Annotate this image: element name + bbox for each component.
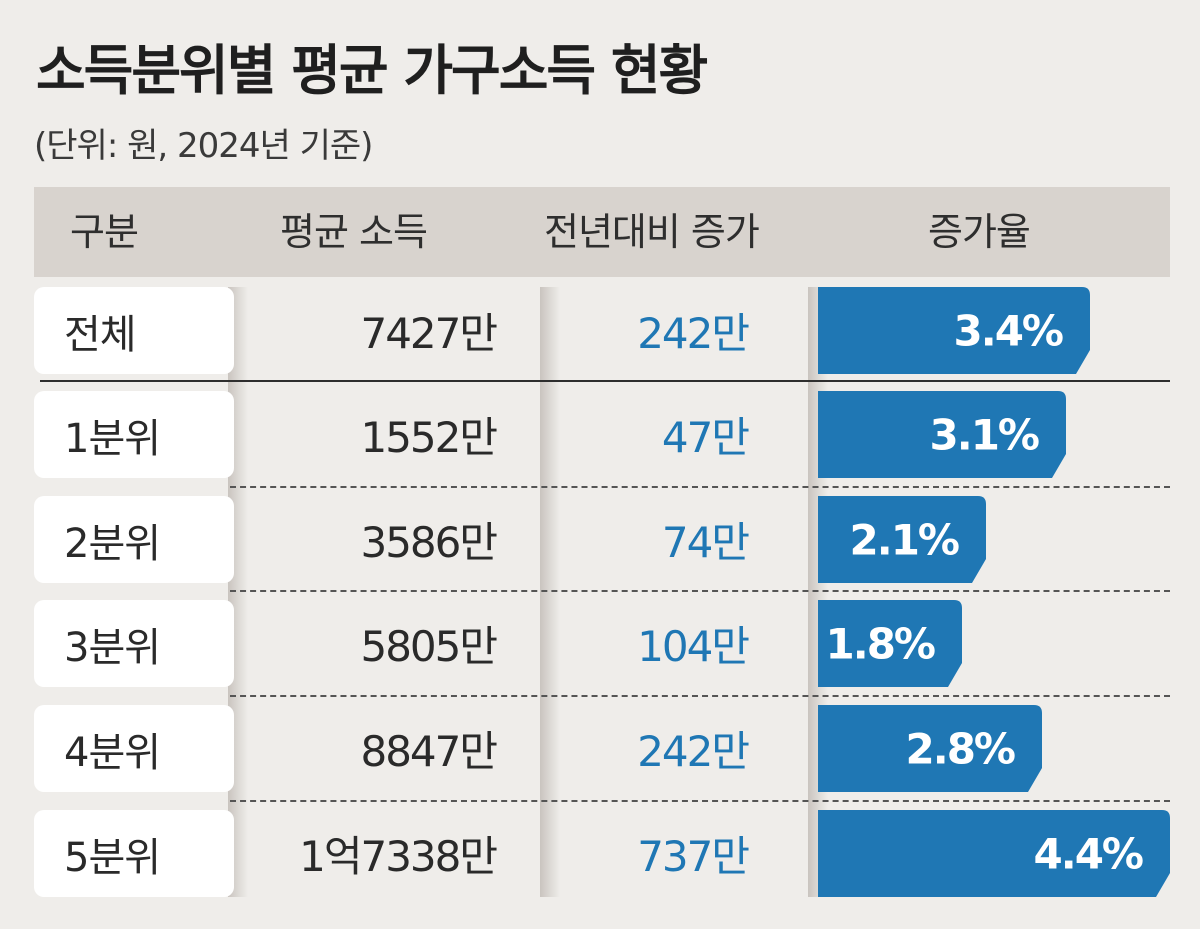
table-header: 구분 평균 소득 전년대비 증가 증가율 <box>34 187 1170 277</box>
rate-label: 3.4% <box>954 307 1063 356</box>
rate-bar <box>818 705 1042 792</box>
row-separator <box>230 695 1170 697</box>
rate-label: 2.8% <box>906 725 1015 774</box>
rate-bar <box>818 600 962 687</box>
row-separator <box>230 486 1170 488</box>
row-label: 1분위 <box>34 391 234 478</box>
income-value: 5805만 <box>360 622 498 671</box>
header-income: 평균 소득 <box>280 210 428 254</box>
rate-bar <box>818 391 1066 478</box>
income-value: 8847만 <box>360 727 498 776</box>
row-label: 2분위 <box>34 496 234 583</box>
increase-value: 242만 <box>637 727 750 776</box>
increase-value: 47만 <box>661 413 750 462</box>
chart-subtitle: (단위: 원, 2024년 기준) <box>34 126 373 166</box>
rate-label: 3.1% <box>930 411 1039 460</box>
row-separator <box>230 800 1170 802</box>
row-label: 4분위 <box>34 705 234 792</box>
rate-bar <box>818 496 986 583</box>
increase-value: 74만 <box>661 518 750 567</box>
income-value: 3586만 <box>360 518 498 567</box>
total-separator <box>40 380 1170 382</box>
income-value: 1억7338만 <box>299 832 498 881</box>
row-label: 5분위 <box>34 810 234 897</box>
row-label: 3분위 <box>34 600 234 687</box>
rate-bar <box>818 810 1170 897</box>
income-value: 7427만 <box>360 309 498 358</box>
increase-value: 737만 <box>637 832 750 881</box>
income-value: 1552만 <box>360 413 498 462</box>
row-label: 전체 <box>34 287 234 374</box>
rate-label: 2.1% <box>850 516 959 565</box>
increase-value: 242만 <box>637 309 750 358</box>
rate-label: 1.8% <box>826 620 935 669</box>
row-separator <box>230 590 1170 592</box>
column-shade <box>540 287 560 897</box>
rate-bar <box>818 287 1090 374</box>
chart-title: 소득분위별 평균 가구소득 현황 <box>36 39 708 102</box>
header-rate: 증가율 <box>928 210 1031 254</box>
header-increase: 전년대비 증가 <box>544 210 760 254</box>
header-group: 구분 <box>70 210 139 254</box>
rate-label: 4.4% <box>1034 830 1143 879</box>
increase-value: 104만 <box>637 622 750 671</box>
